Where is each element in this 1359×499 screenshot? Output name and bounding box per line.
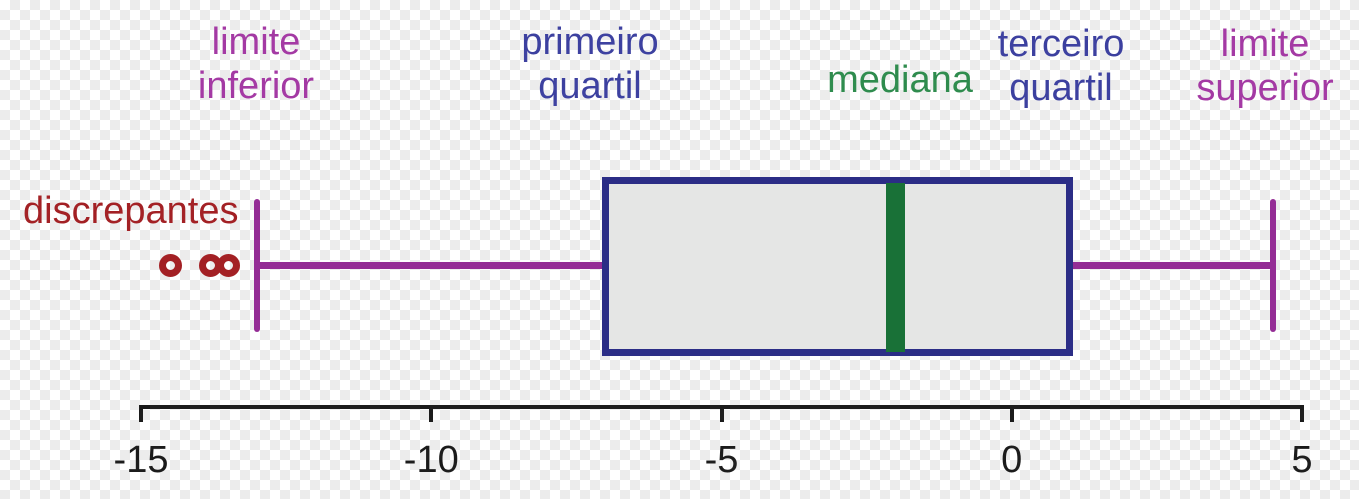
label-line: limite (1220, 23, 1310, 65)
outlier-point (158, 254, 182, 277)
upper-whisker-line (1073, 262, 1273, 269)
label-limite-superior: limite superior (1196, 22, 1333, 110)
label-mediana: mediana (827, 58, 973, 102)
label-line: primeiro (521, 21, 659, 63)
axis-tick (429, 405, 434, 422)
upper-whisker-cap (1269, 199, 1276, 332)
iqr-box (601, 177, 1074, 356)
axis-tick-label: 5 (1291, 439, 1313, 481)
axis-tick-label: -15 (113, 439, 169, 481)
label-line: limite (211, 21, 301, 63)
axis-tick (139, 405, 143, 422)
axis-tick (1009, 405, 1014, 422)
median-line (886, 183, 906, 352)
label-line: inferior (197, 65, 315, 107)
axis-tick-label: 0 (1001, 439, 1023, 481)
lower-whisker-cap (254, 199, 261, 332)
label-line: quartil (1009, 67, 1113, 109)
label-line: terceiro (997, 23, 1125, 65)
label-line: mediana (827, 59, 973, 101)
label-line: discrepantes (23, 190, 239, 232)
lower-whisker-line (257, 262, 602, 269)
axis-tick-label: -10 (403, 439, 459, 481)
axis-tick (719, 405, 724, 422)
label-line: quartil (538, 65, 642, 107)
label-terceiro-quartil: terceiro quartil (998, 22, 1125, 110)
axis-tick (1300, 405, 1304, 422)
label-limite-inferior: limite inferior (198, 20, 314, 108)
label-line: superior (1196, 67, 1334, 109)
label-primeiro-quartil: primeiro quartil (521, 20, 658, 108)
outlier-point (216, 254, 240, 277)
label-discrepantes: discrepantes (23, 189, 238, 233)
axis-tick-label: -5 (704, 439, 739, 481)
